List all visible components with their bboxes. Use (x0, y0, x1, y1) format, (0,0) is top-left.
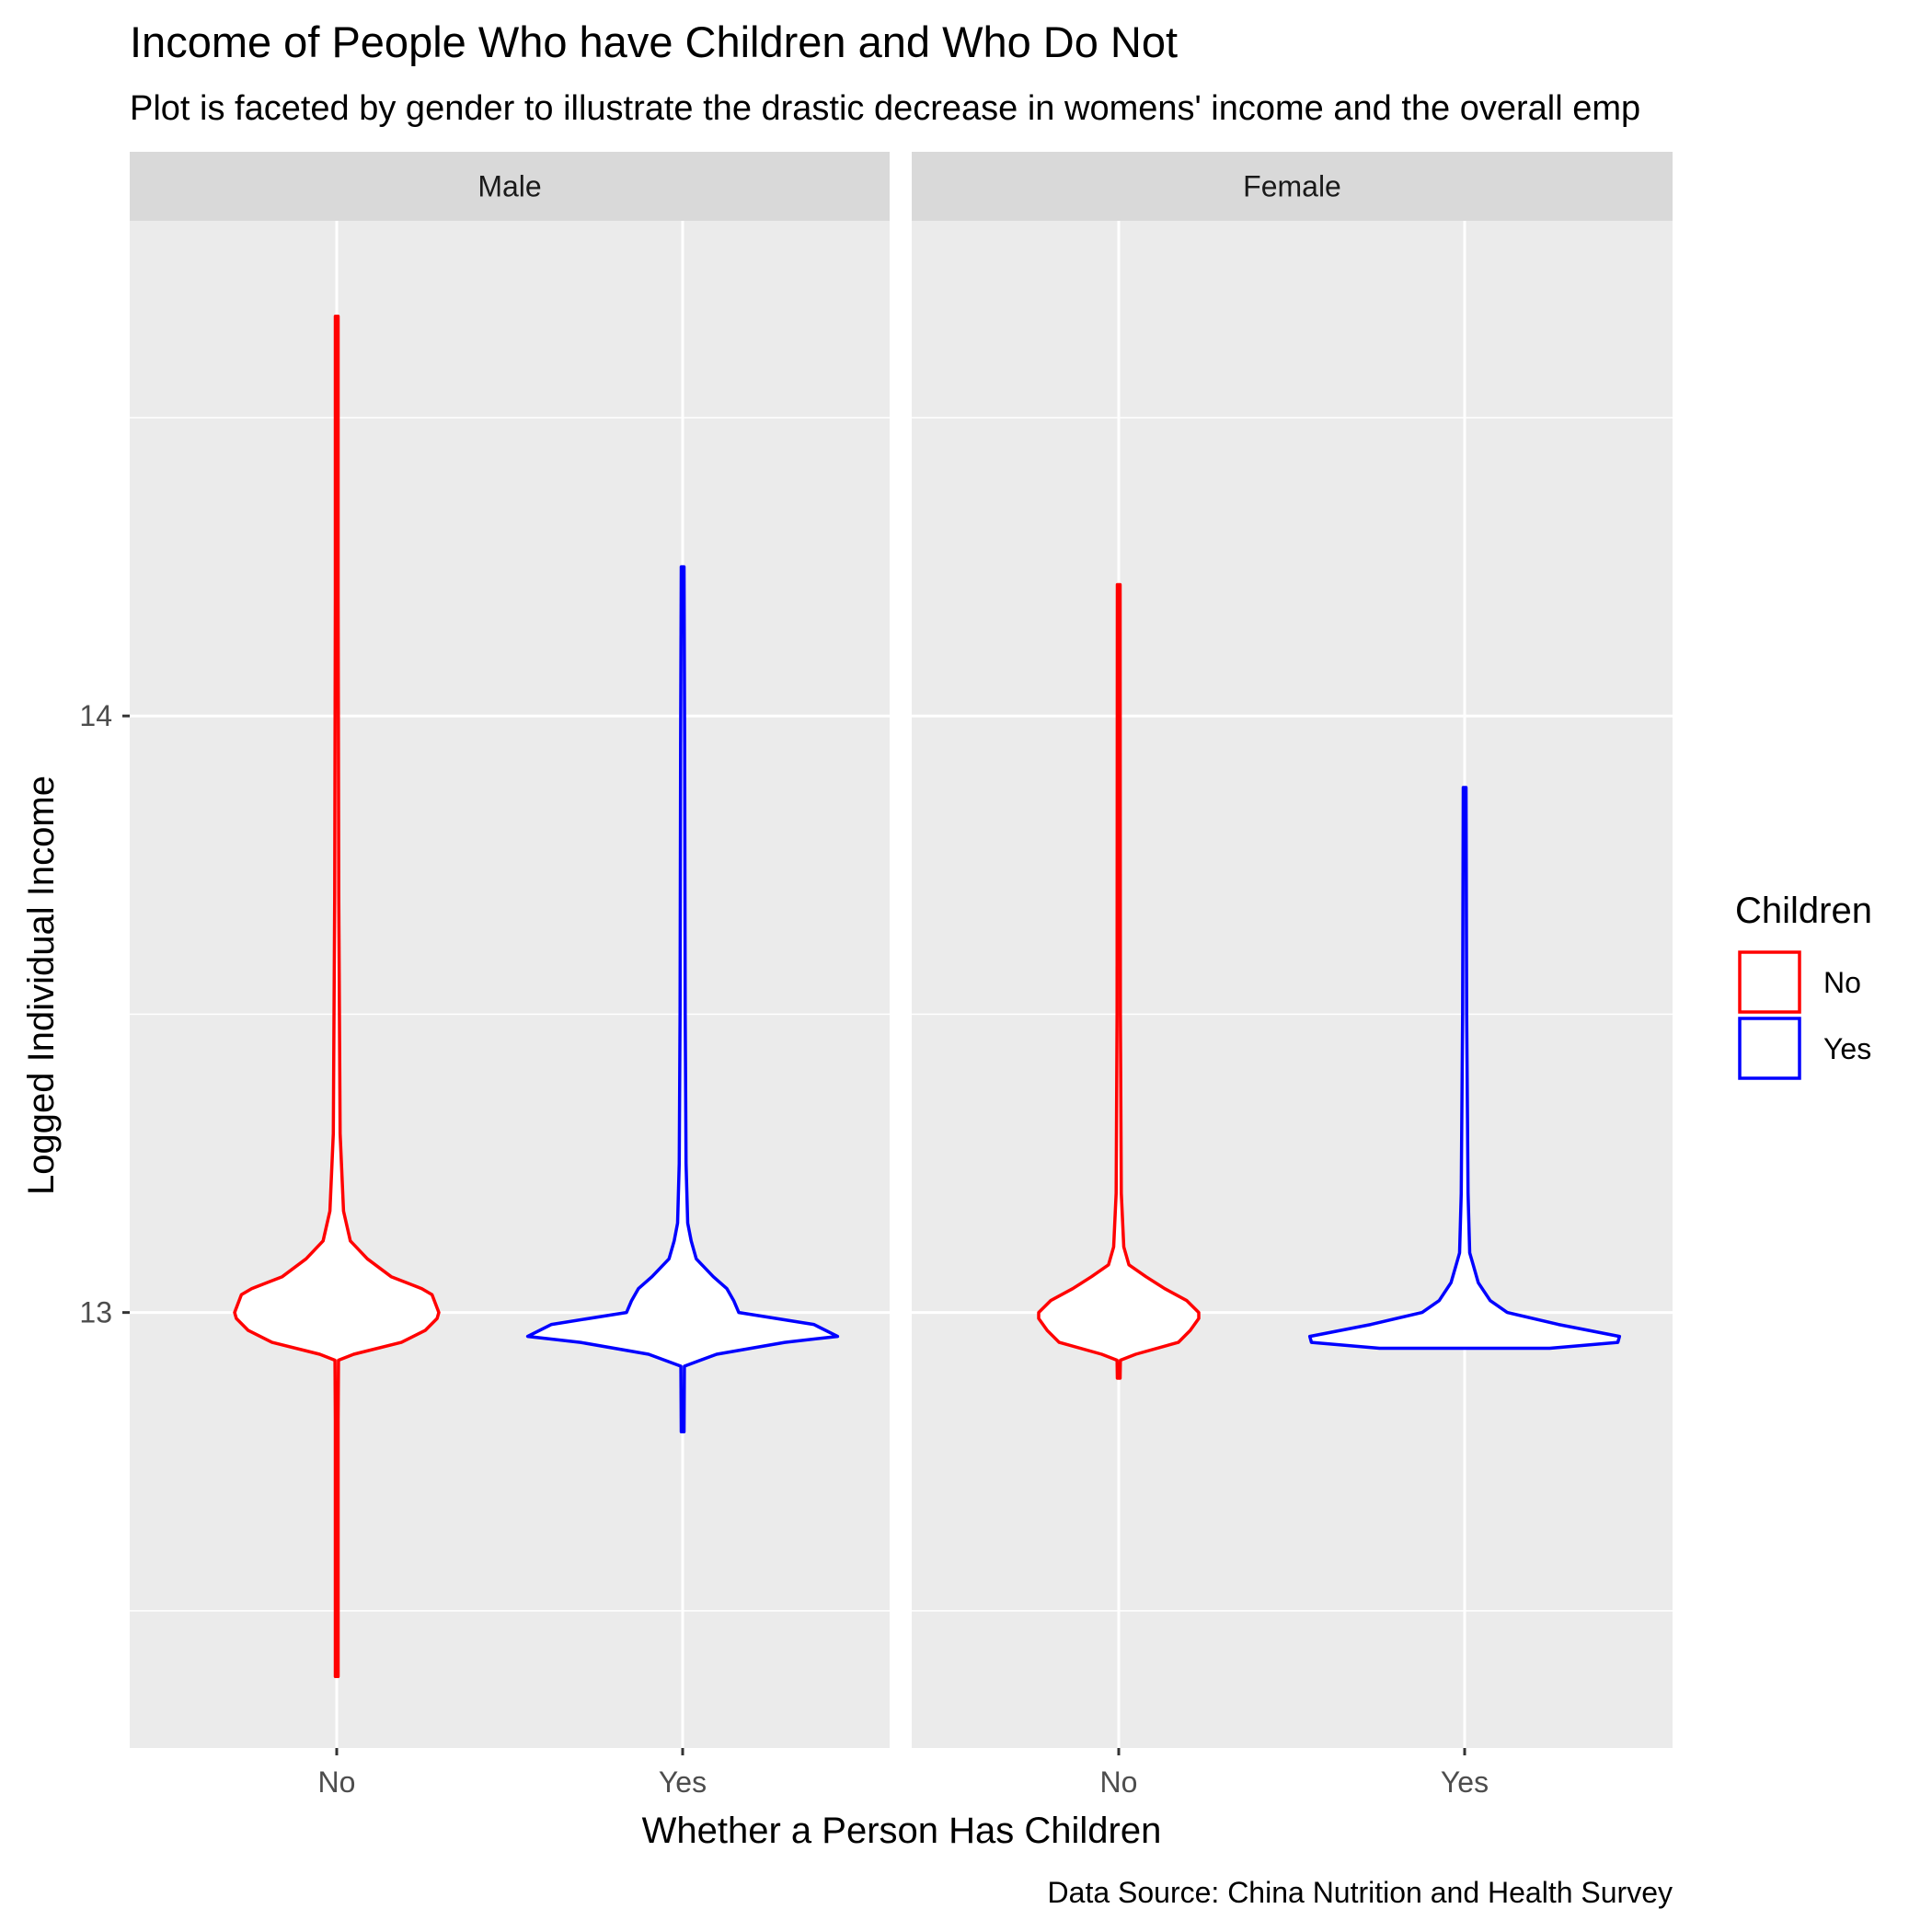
chart-caption: Data Source: China Nutrition and Health … (1048, 1876, 1673, 1909)
facet-strip (912, 152, 1673, 221)
legend: Children No Yes (1735, 891, 1872, 1080)
x-axis-title: Whether a Person Has Children (642, 1811, 1162, 1851)
legend-entry-no: No (1738, 950, 1861, 1014)
violin-female-yes (1307, 786, 1622, 1351)
x-axis: No Yes No Yes (318, 1748, 1489, 1799)
legend-key (1738, 1017, 1801, 1080)
x-tick-label: No (318, 1765, 356, 1799)
legend-label: Yes (1823, 1032, 1871, 1065)
violin-female-no (1037, 582, 1201, 1380)
facet-panel-female: Female (912, 152, 1673, 1748)
legend-entry-yes: Yes (1738, 1017, 1871, 1080)
legend-entries: No Yes (1738, 950, 1871, 1080)
panel-background (130, 221, 890, 1748)
y-tick-label: 14 (79, 699, 112, 732)
violin-male-no (233, 315, 441, 1678)
chart-title: Income of People Who have Children and W… (130, 17, 1178, 66)
violin-male-yes (525, 565, 840, 1434)
facet-panels: Male Female (130, 152, 1673, 1748)
y-axis: 13 14 (79, 699, 130, 1329)
x-tick-label: Yes (659, 1765, 707, 1799)
facet-strip (130, 152, 890, 221)
facet-panel-male: Male (130, 152, 890, 1748)
panel-background (912, 221, 1673, 1748)
chart-subtitle: Plot is faceted by gender to illustrate … (130, 89, 1640, 128)
legend-label: No (1823, 966, 1861, 999)
legend-key (1738, 950, 1801, 1014)
y-axis-title: Logged Individual Income (21, 776, 62, 1195)
x-tick-label: Yes (1441, 1765, 1489, 1799)
x-tick-label: No (1100, 1765, 1138, 1799)
y-tick-label: 13 (79, 1296, 112, 1329)
facet-strip-label: Female (1243, 170, 1341, 203)
facet-strip-label: Male (477, 170, 541, 203)
legend-title: Children (1735, 891, 1872, 931)
